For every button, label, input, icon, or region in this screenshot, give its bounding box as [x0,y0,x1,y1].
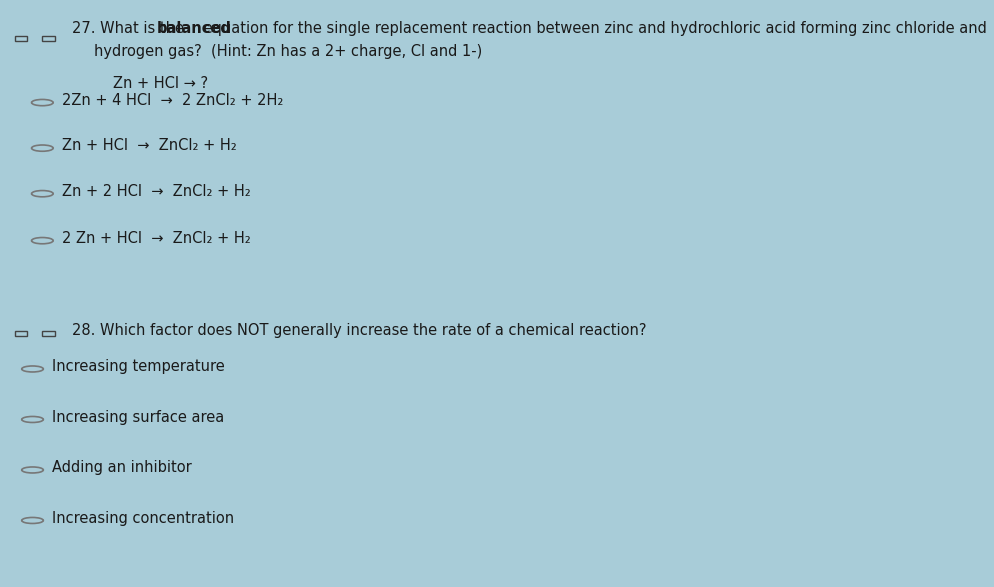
Text: 2 Zn + HCl  →  ZnCl₂ + H₂: 2 Zn + HCl → ZnCl₂ + H₂ [62,231,250,246]
Text: equation for the single replacement reaction between zinc and hydrochloric acid : equation for the single replacement reac… [200,22,987,36]
Text: 2Zn + 4 HCl  →  2 ZnCl₂ + 2H₂: 2Zn + 4 HCl → 2 ZnCl₂ + 2H₂ [62,93,283,107]
Text: Zn + 2 HCl  →  ZnCl₂ + H₂: Zn + 2 HCl → ZnCl₂ + H₂ [62,184,250,199]
Text: Increasing temperature: Increasing temperature [53,359,225,375]
Text: Zn + HCl → ?: Zn + HCl → ? [113,76,209,90]
Text: 27. What is the: 27. What is the [72,22,189,36]
Text: hydrogen gas?  (Hint: Zn has a 2+ charge, Cl and 1-): hydrogen gas? (Hint: Zn has a 2+ charge,… [93,44,482,59]
Text: Increasing surface area: Increasing surface area [53,410,225,425]
Text: balanced: balanced [157,22,232,36]
Text: Increasing concentration: Increasing concentration [53,511,235,526]
Text: Adding an inhibitor: Adding an inhibitor [53,460,192,475]
Text: 28. Which factor does NOT generally increase the rate of a chemical reaction?: 28. Which factor does NOT generally incr… [72,323,646,338]
Text: Zn + HCl  →  ZnCl₂ + H₂: Zn + HCl → ZnCl₂ + H₂ [62,138,237,153]
